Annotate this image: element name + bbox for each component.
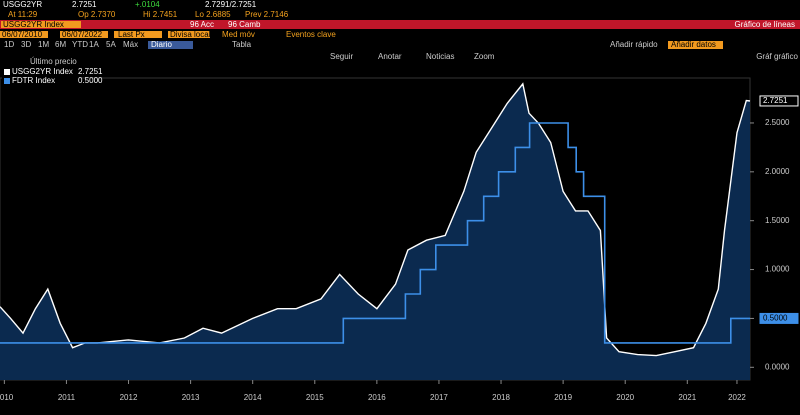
y-tick-label: 0.0000: [765, 362, 790, 371]
x-tick-label: 2011: [58, 393, 76, 402]
x-tick-label: 2014: [244, 393, 262, 402]
chart-tool[interactable]: Anotar: [378, 52, 402, 61]
start-date: 06/07/2010: [2, 30, 43, 39]
legend: [2, 64, 80, 86]
chart-tool[interactable]: Seguir: [330, 52, 353, 61]
legend-entries: USGG2YR Index 2.7251 FDTR Index 0.5000: [4, 67, 103, 85]
y-tick-label: 1.5000: [765, 216, 790, 225]
time: At 11:29: [8, 10, 38, 19]
field: Last Px: [118, 30, 145, 39]
low: Lo 2.6885: [195, 10, 231, 19]
legend-swatch: [4, 78, 10, 84]
currency: Divisa local: [170, 30, 211, 39]
x-tick-label: 2019: [554, 393, 572, 402]
x-tick-label: 2013: [182, 393, 200, 402]
y-tick-label: 2.0000: [765, 167, 790, 176]
add-data: Añadir datos: [671, 40, 716, 49]
chart-type: Gráfico de líneas: [735, 20, 795, 29]
moving-average[interactable]: Med móv: [222, 30, 255, 39]
x-tick-label: 2022: [728, 393, 746, 402]
security: USGG2YR Index: [3, 20, 64, 29]
legend-value: 2.7251: [78, 67, 103, 76]
security-field[interactable]: [1, 21, 81, 28]
table[interactable]: Tabla: [232, 40, 252, 49]
chart-tool[interactable]: Zoom: [474, 52, 495, 61]
add-data-box[interactable]: [668, 41, 723, 49]
legend-swatch: [4, 69, 10, 75]
events[interactable]: Eventos clave: [286, 30, 336, 39]
line: [0, 122, 750, 344]
x-tick-label: 2010: [0, 393, 14, 402]
x-tick-label: 2017: [430, 393, 448, 402]
last-value-box: [759, 312, 799, 324]
title-bar: [0, 20, 800, 29]
x-tick-label: 2021: [678, 393, 696, 402]
y-tick-label: 2.5000: [765, 118, 790, 127]
last-value-label: 2.7251: [763, 96, 788, 105]
last: 2.7251: [72, 0, 97, 9]
field-box[interactable]: [114, 31, 162, 38]
camb[interactable]: 96 Camb: [228, 20, 261, 29]
period-button[interactable]: 1D: [4, 40, 14, 49]
period-button[interactable]: 3D: [21, 40, 31, 49]
x-tick-label: 2020: [616, 393, 634, 402]
frequency: Diario: [151, 40, 172, 49]
x-tick-label: 2018: [492, 393, 510, 402]
legend-name: FDTR Index: [12, 76, 55, 85]
chart-tools: Seguir Anotar Noticias Zoom: [330, 52, 495, 61]
change: +.0104: [135, 0, 160, 9]
plot: 0.0000 0.5000 1.0000 1.5000 2.0000 2.5000 2010…: [0, 77, 799, 402]
legend-title: Último precio: [30, 57, 77, 66]
acc[interactable]: 96 Acc: [190, 20, 214, 29]
period-button[interactable]: Máx: [123, 40, 138, 49]
period-button[interactable]: 1M: [38, 40, 49, 49]
quick-add[interactable]: Añadir rápido: [610, 40, 658, 49]
x-tick-label: 2015: [306, 393, 324, 402]
period-button[interactable]: 5A: [106, 40, 116, 49]
period-button[interactable]: 1A: [89, 40, 99, 49]
currency-box[interactable]: [168, 31, 210, 38]
open: Op 2.7370: [78, 10, 116, 19]
period-buttons: 1D 3D 1M 6M YTD 1A 5A Máx: [4, 40, 138, 49]
period-button[interactable]: YTD: [72, 40, 88, 49]
ticker: USGG2YR: [3, 0, 42, 9]
high: Hi 2.7451: [143, 10, 178, 19]
bidask: 2.7291/2.7251: [205, 0, 257, 9]
start-field[interactable]: [0, 31, 48, 38]
area: [0, 83, 750, 381]
x-tick-label: 2012: [120, 393, 138, 402]
chart-tool[interactable]: Noticias: [426, 52, 454, 61]
last-value-label: 0.5000: [763, 314, 788, 323]
y-tick-label: 1.0000: [765, 265, 790, 274]
legend-value: 0.5000: [78, 76, 103, 85]
end-field[interactable]: [60, 31, 108, 38]
freq-box[interactable]: [148, 41, 193, 49]
prev: Prev 2.7146: [245, 10, 289, 19]
legend-name: USGG2YR Index: [12, 67, 73, 76]
last-value-box: [759, 95, 799, 107]
x-tick-label: 2016: [368, 393, 386, 402]
chart-menu[interactable]: Gráf gráfico: [756, 52, 798, 61]
period-button[interactable]: 6M: [55, 40, 66, 49]
end-date: 06/07/2022: [62, 30, 103, 39]
